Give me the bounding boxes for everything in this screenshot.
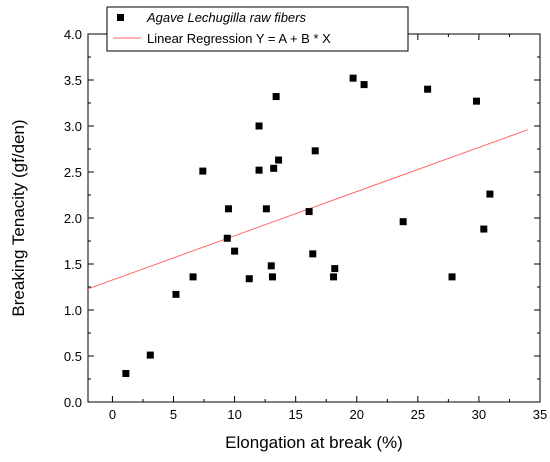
y-axis-title: Breaking Tenacity (gf/den) bbox=[9, 119, 28, 316]
y-tick-label: 2.5 bbox=[64, 165, 82, 180]
y-tick-label: 4.0 bbox=[64, 27, 82, 42]
data-point bbox=[189, 273, 197, 281]
data-point bbox=[311, 147, 319, 155]
data-point bbox=[255, 122, 263, 130]
data-point bbox=[480, 225, 488, 233]
y-tick-label: 3.0 bbox=[64, 119, 82, 134]
data-point bbox=[268, 273, 276, 281]
data-point bbox=[272, 93, 280, 101]
data-point bbox=[267, 262, 275, 270]
x-tick-label: 25 bbox=[411, 407, 425, 422]
x-tick-label: 30 bbox=[472, 407, 486, 422]
x-tick-label: 20 bbox=[350, 407, 364, 422]
data-point bbox=[399, 218, 407, 226]
data-point bbox=[146, 351, 154, 359]
legend-square-marker-icon bbox=[117, 14, 124, 21]
data-point bbox=[270, 164, 278, 172]
data-point bbox=[122, 369, 130, 377]
data-point bbox=[330, 273, 338, 281]
data-point bbox=[448, 273, 456, 281]
x-tick-label: 35 bbox=[533, 407, 547, 422]
data-point bbox=[275, 156, 283, 164]
y-tick-label: 2.0 bbox=[64, 211, 82, 226]
data-point bbox=[309, 250, 317, 258]
legend-box bbox=[106, 6, 409, 52]
x-axis-title: Elongation at break (%) bbox=[225, 433, 403, 452]
data-point bbox=[224, 205, 232, 213]
data-point bbox=[172, 290, 180, 298]
data-point bbox=[472, 97, 480, 105]
y-tick-label: 1.5 bbox=[64, 257, 82, 272]
data-point bbox=[486, 190, 494, 198]
data-point bbox=[262, 205, 270, 213]
data-point bbox=[231, 247, 239, 255]
data-point bbox=[331, 265, 339, 273]
data-point bbox=[424, 85, 432, 93]
data-point bbox=[223, 234, 231, 242]
scatter-points bbox=[122, 74, 494, 377]
y-tick-label: 3.5 bbox=[64, 73, 82, 88]
legend-label-scatter: Agave Lechugilla raw fibers bbox=[146, 10, 306, 25]
data-point bbox=[360, 81, 368, 89]
y-tick-label: 1.0 bbox=[64, 303, 82, 318]
y-tick-label: 0.5 bbox=[64, 349, 82, 364]
data-point bbox=[199, 167, 207, 175]
data-point bbox=[349, 74, 357, 82]
data-point bbox=[245, 275, 253, 283]
data-point bbox=[305, 208, 313, 216]
x-tick-label: 15 bbox=[288, 407, 302, 422]
legend: Agave Lechugilla raw fibers Linear Regre… bbox=[106, 6, 409, 52]
legend-label-regression: Linear Regression Y = A + B * X bbox=[147, 31, 331, 46]
data-point bbox=[255, 166, 263, 174]
x-tick-label: 10 bbox=[227, 407, 241, 422]
y-tick-label: 0.0 bbox=[64, 395, 82, 410]
x-tick-label: 0 bbox=[109, 407, 116, 422]
x-tick-label: 5 bbox=[170, 407, 177, 422]
